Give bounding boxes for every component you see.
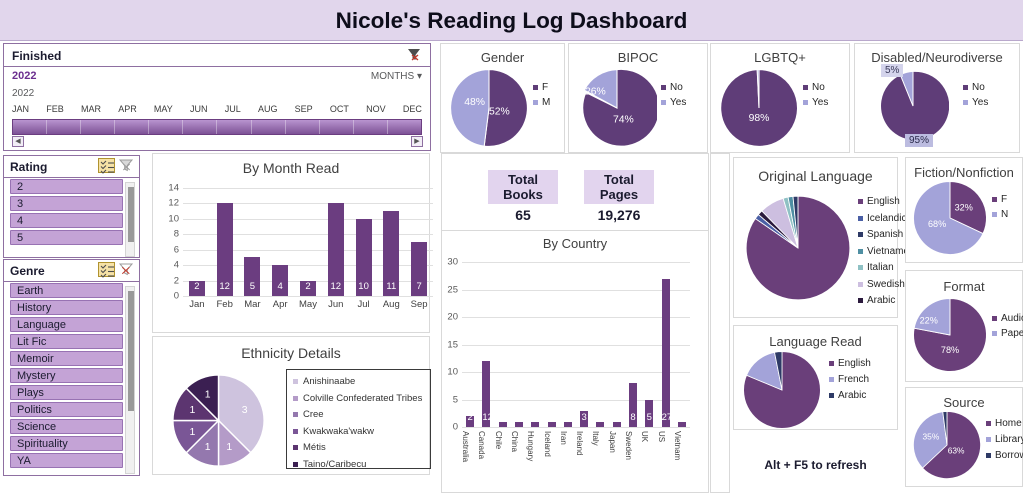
svg-text:26%: 26% bbox=[585, 86, 606, 97]
svg-text:1: 1 bbox=[189, 405, 195, 416]
svg-text:48%: 48% bbox=[464, 97, 485, 108]
svg-text:35%: 35% bbox=[923, 431, 940, 441]
svg-text:3: 3 bbox=[242, 405, 248, 416]
svg-text:1: 1 bbox=[189, 427, 195, 438]
svg-text:98%: 98% bbox=[749, 113, 770, 124]
svg-text:78%: 78% bbox=[941, 345, 959, 355]
svg-text:63%: 63% bbox=[948, 445, 965, 455]
svg-text:52%: 52% bbox=[489, 106, 510, 117]
svg-text:1: 1 bbox=[226, 442, 232, 453]
svg-text:68%: 68% bbox=[928, 219, 946, 229]
svg-text:1: 1 bbox=[205, 390, 211, 401]
svg-text:22%: 22% bbox=[920, 316, 938, 326]
svg-text:32%: 32% bbox=[955, 202, 973, 212]
svg-text:1: 1 bbox=[205, 442, 211, 453]
svg-text:74%: 74% bbox=[613, 114, 634, 125]
